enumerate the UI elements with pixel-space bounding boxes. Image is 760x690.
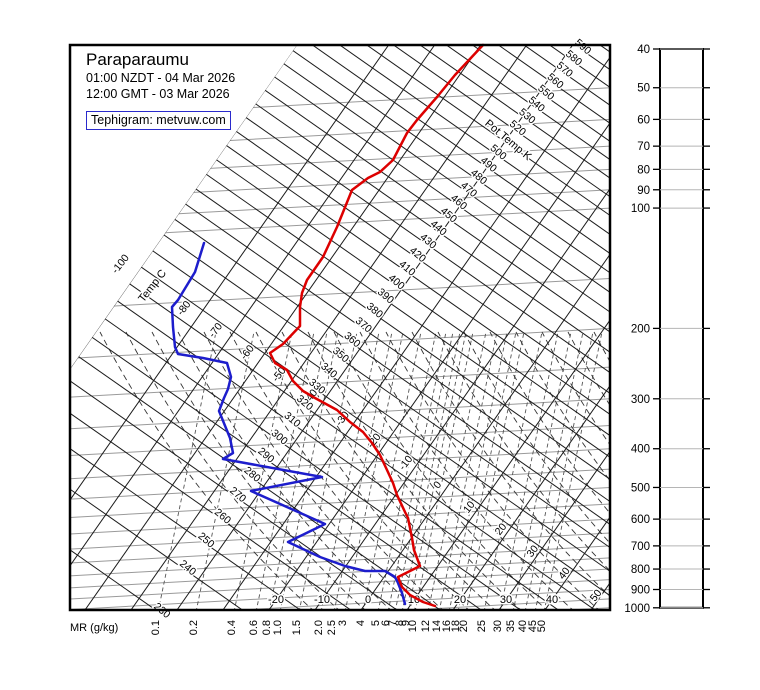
local-time: 01:00 NZDT - 04 Mar 2026 xyxy=(86,71,236,85)
svg-text:390: 390 xyxy=(375,286,396,307)
svg-text:-10: -10 xyxy=(314,594,330,606)
mr-tick-label: 18 xyxy=(450,620,462,632)
pressure-tick-label: 700 xyxy=(631,541,650,553)
pressure-tick-label: 80 xyxy=(637,164,650,176)
svg-text:410: 410 xyxy=(396,258,417,279)
mr-tick-label: 1.0 xyxy=(272,620,284,635)
pressure-tick-label: 900 xyxy=(631,585,650,597)
mr-tick-label: 5 xyxy=(370,620,382,626)
mr-tick-label: 0.4 xyxy=(226,620,238,635)
pressure-tick-label: 40 xyxy=(637,44,650,56)
pressure-tick-label: 600 xyxy=(631,514,650,526)
mr-tick-label: 10 xyxy=(407,620,419,632)
mr-tick-label: 40 xyxy=(517,620,529,632)
mr-tick-label: 0.6 xyxy=(248,620,260,635)
svg-text:340: 340 xyxy=(318,360,339,381)
mr-tick-label: 7 xyxy=(387,620,399,626)
pressure-tick-label: 200 xyxy=(631,323,650,335)
source-link[interactable]: Tephigram: metvuw.com xyxy=(86,111,231,130)
svg-text:310: 310 xyxy=(282,410,303,431)
svg-text:280: 280 xyxy=(242,464,263,485)
title-block: Paraparaumu 01:00 NZDT - 04 Mar 2026 12:… xyxy=(86,50,235,130)
mr-tick-label: 0.2 xyxy=(188,620,200,635)
pressure-tick-label: 400 xyxy=(631,444,650,456)
mr-tick-label: 25 xyxy=(476,620,488,632)
pressure-tick-label: 100 xyxy=(631,203,650,215)
mr-axis-title: MR (g/kg) xyxy=(70,622,118,634)
svg-text:350: 350 xyxy=(330,345,351,366)
svg-text:270: 270 xyxy=(227,485,248,506)
svg-text:20: 20 xyxy=(454,594,466,606)
pressure-tick-label: 50 xyxy=(637,83,650,95)
mr-tick-label: 2.5 xyxy=(326,620,338,635)
mr-tick-label: 3 xyxy=(337,620,349,626)
svg-text:250: 250 xyxy=(196,530,217,551)
pressure-scale-bar: 40 50 60 70 80 90 100 200 300 400 500 600 700 800 900 1… xyxy=(624,44,710,615)
mr-tick-label: 9 xyxy=(400,620,412,626)
pressure-tick-label: 90 xyxy=(637,185,650,197)
station-name: Paraparaumu xyxy=(86,50,190,69)
svg-text:-100: -100 xyxy=(109,252,131,276)
mr-tick-label: 45 xyxy=(527,620,539,632)
pressure-tick-label: 70 xyxy=(637,141,650,153)
pressure-tick-label: 60 xyxy=(637,114,650,126)
mr-tick-label: 20 xyxy=(458,620,470,632)
mr-tick-label: 6 xyxy=(380,620,392,626)
mr-tick-label: 0.1 xyxy=(150,620,162,635)
svg-text:-30: -30 xyxy=(333,409,352,428)
mr-tick-label: 16 xyxy=(441,620,453,632)
svg-text:0: 0 xyxy=(365,594,371,606)
svg-text:240: 240 xyxy=(177,558,198,579)
mr-tick-label: 4 xyxy=(355,620,367,626)
svg-text:-20: -20 xyxy=(268,594,284,606)
pressure-tick-label: 300 xyxy=(631,394,650,406)
mr-tick-label: 0.8 xyxy=(261,620,273,635)
mr-tick-label: 30 xyxy=(492,620,504,632)
pressure-tick-label: 1000 xyxy=(624,603,650,615)
mr-tick-label: 1.5 xyxy=(291,620,303,635)
mr-tick-label: 8 xyxy=(394,620,406,626)
temperature-trace xyxy=(268,43,485,608)
mr-axis: MR (g/kg) 0.1 0.2 0.4 0.6 0.8 1.0 1.5 2.0 2.5 3 4 56… xyxy=(70,620,548,635)
mr-tick-label: 50 xyxy=(536,620,548,632)
svg-text:30: 30 xyxy=(500,594,512,606)
mr-tick-label: 35 xyxy=(505,620,517,632)
plot-border xyxy=(68,43,612,612)
svg-text:Temp C: Temp C xyxy=(136,267,169,304)
svg-text:40: 40 xyxy=(546,594,558,606)
mr-tick-label: 2.0 xyxy=(313,620,325,635)
pressure-tick-label: 800 xyxy=(631,564,650,576)
gmt-time: 12:00 GMT - 03 Mar 2026 xyxy=(86,87,230,101)
mr-tick-label: 14 xyxy=(431,620,443,632)
mr-tick-label: 12 xyxy=(420,620,432,632)
dew-point-trace xyxy=(170,241,407,606)
mixing-ratio-lines xyxy=(157,331,603,610)
svg-text:360: 360 xyxy=(342,330,363,351)
pressure-tick-label: 500 xyxy=(631,482,650,494)
